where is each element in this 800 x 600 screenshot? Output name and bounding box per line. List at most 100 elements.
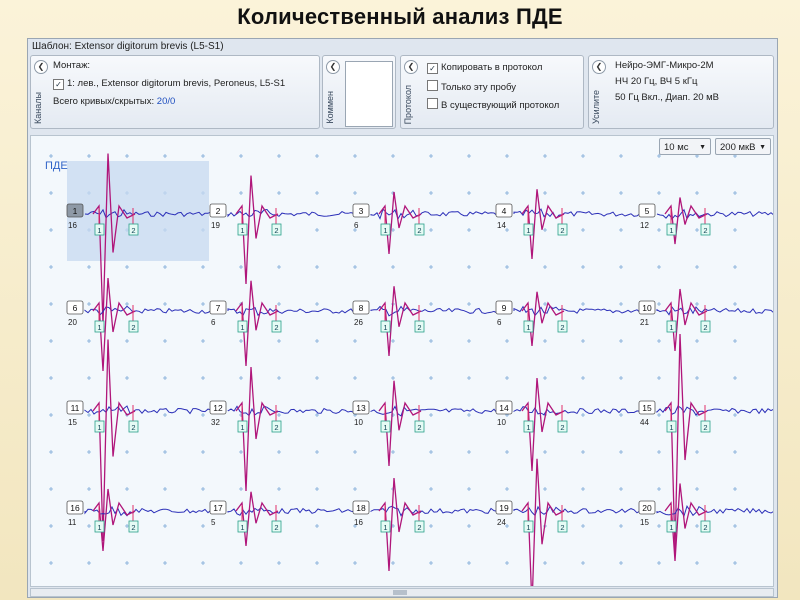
grid-cross [657, 191, 661, 195]
unit-number: 14 [499, 403, 509, 413]
trace-baseline [656, 505, 773, 518]
checkbox-icon[interactable]: ✓ [427, 63, 438, 74]
protocol-option-label: Только эту пробу [441, 82, 516, 93]
unit-number-box [66, 400, 84, 415]
marker-label: 2 [703, 423, 707, 432]
grid-cross [239, 191, 243, 195]
unit-number-box [209, 400, 227, 415]
grid-cross [315, 302, 319, 306]
grid-cross [239, 487, 243, 491]
grid-cross [733, 487, 737, 491]
marker-label: 2 [274, 423, 278, 432]
unit-count: 24 [497, 518, 506, 527]
unit-count: 11 [68, 518, 77, 527]
grid-cross [543, 450, 547, 454]
grid-cross [695, 487, 699, 491]
grid-cross [429, 561, 433, 565]
grid-cross [619, 339, 623, 343]
grid-cross [391, 450, 395, 454]
protocol-option-label: Копировать в протокол [441, 62, 543, 73]
grid-cross [49, 524, 53, 528]
grid-cross [695, 561, 699, 565]
marker-label: 1 [669, 323, 673, 332]
grid-cross [87, 154, 91, 158]
grid-cross [239, 561, 243, 565]
amplifier-notch-range: 50 Гц Вкл., Диап. 20 мВ [615, 92, 720, 103]
trace-baseline [370, 505, 498, 517]
dropdown-caret-icon: ▼ [699, 144, 706, 151]
grid-cross [277, 265, 281, 269]
unit-count: 10 [497, 418, 506, 427]
unit-number: 18 [356, 503, 366, 513]
collapse-arrow-icon[interactable]: ❮ [592, 60, 606, 74]
unit-number: 13 [356, 403, 366, 413]
marker-box [414, 320, 425, 333]
montage-item-label: 1: лев., Extensor digitorum brevis, Pero… [67, 78, 286, 89]
grid-cross [505, 265, 509, 269]
grid-cross [277, 191, 281, 195]
muap-plot-area[interactable]: 1 16 1 2 2 19 1 2 3 6 1 2 4 14 1 2 5 12 1 2 6 20 1 2 7 6 1 2 8 26 1 2 9 6… [30, 135, 774, 587]
trace-baseline [370, 405, 498, 417]
grid-cross [49, 376, 53, 380]
marker-label: 1 [383, 523, 387, 532]
grid-cross [353, 376, 357, 380]
grid-cross [657, 524, 661, 528]
marker-box [666, 520, 677, 533]
emg-analysis-window: Шаблон: Extensor digitorum brevis (L5-S1… [27, 38, 778, 598]
grid-cross [581, 339, 585, 343]
marker-label: 1 [240, 226, 244, 235]
grid-cross [353, 228, 357, 232]
grid-cross [467, 228, 471, 232]
comment-group-label: Коммен [325, 91, 335, 124]
grid-cross [657, 339, 661, 343]
grid-cross [315, 339, 319, 343]
unit-number-box [209, 300, 227, 315]
marker-label: 1 [669, 226, 673, 235]
grid-cross [239, 450, 243, 454]
grid-cross [277, 450, 281, 454]
grid-cross [695, 450, 699, 454]
checkbox-icon[interactable]: ✓ [53, 79, 64, 90]
marker-box [380, 520, 391, 533]
comment-input[interactable] [345, 61, 393, 127]
protocol-option-copy[interactable]: ✓ Копировать в протокол [427, 62, 542, 74]
sensitivity-select[interactable]: 200 мкВ ▼ [715, 138, 771, 155]
collapse-arrow-icon[interactable]: ❮ [34, 60, 48, 74]
grid-cross [505, 450, 509, 454]
trace-muap [235, 175, 279, 285]
grid-cross [49, 191, 53, 195]
trace-baseline [513, 406, 641, 416]
amplifier-group-label: Усилите [591, 90, 601, 124]
protocol-option-this-test[interactable]: Только эту пробу [427, 80, 516, 93]
grid-cross [543, 376, 547, 380]
grid-cross [353, 450, 357, 454]
marker-label: 2 [560, 523, 564, 532]
unit-count: 14 [497, 221, 506, 230]
unit-number-box [638, 203, 656, 218]
horizontal-scrollbar[interactable] [30, 588, 774, 597]
grid-cross [733, 302, 737, 306]
scrollbar-thumb[interactable] [393, 590, 407, 595]
grid-cross [163, 302, 167, 306]
amplifier-filters: НЧ 20 Гц, ВЧ 5 кГц [615, 76, 698, 87]
grid-cross [467, 524, 471, 528]
marker-label: 2 [703, 523, 707, 532]
collapse-arrow-icon[interactable]: ❮ [404, 60, 418, 74]
grid-cross [581, 413, 585, 417]
grid-cross [277, 413, 281, 417]
grid-cross [429, 265, 433, 269]
checkbox-icon[interactable] [427, 98, 438, 109]
sweep-select[interactable]: 10 мс ▼ [659, 138, 711, 155]
grid-cross [87, 302, 91, 306]
grid-cross [201, 265, 205, 269]
grid-cross [391, 561, 395, 565]
grid-cross [619, 561, 623, 565]
checkbox-icon[interactable] [427, 80, 438, 91]
grid-cross [619, 487, 623, 491]
protocol-option-existing[interactable]: В существующий протокол [427, 98, 559, 111]
grid-cross [733, 265, 737, 269]
grid-cross [353, 524, 357, 528]
collapse-arrow-icon[interactable]: ❮ [326, 60, 340, 74]
montage-item[interactable]: ✓ 1: лев., Extensor digitorum brevis, Per… [53, 78, 285, 90]
grid-cross [619, 154, 623, 158]
